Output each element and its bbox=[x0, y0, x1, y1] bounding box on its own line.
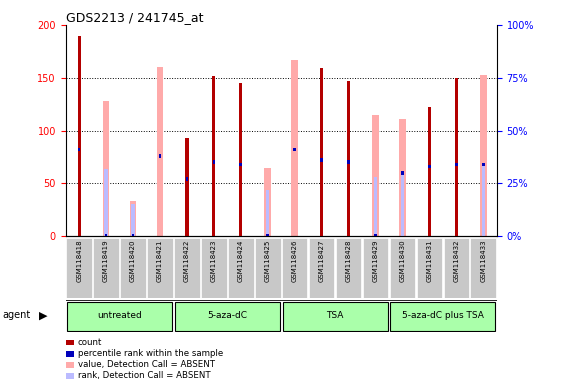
Text: agent: agent bbox=[3, 310, 31, 320]
Text: GSM118430: GSM118430 bbox=[400, 240, 405, 283]
Text: GSM118425: GSM118425 bbox=[265, 240, 271, 282]
FancyBboxPatch shape bbox=[174, 238, 200, 298]
Text: GSM118426: GSM118426 bbox=[292, 240, 297, 282]
Bar bbox=[482, 164, 485, 236]
Text: ▶: ▶ bbox=[39, 310, 47, 320]
Bar bbox=[66, 373, 74, 379]
Text: GSM118432: GSM118432 bbox=[453, 240, 459, 282]
Bar bbox=[480, 74, 486, 236]
Bar bbox=[291, 60, 298, 236]
Text: GSM118429: GSM118429 bbox=[372, 240, 379, 282]
Text: GSM118419: GSM118419 bbox=[103, 240, 109, 283]
Bar bbox=[347, 81, 350, 236]
FancyBboxPatch shape bbox=[363, 238, 388, 298]
FancyBboxPatch shape bbox=[417, 238, 442, 298]
Bar bbox=[401, 171, 404, 175]
Bar bbox=[401, 175, 404, 236]
Bar bbox=[239, 162, 242, 166]
Text: GDS2213 / 241745_at: GDS2213 / 241745_at bbox=[66, 11, 203, 24]
Bar bbox=[374, 234, 377, 238]
Text: GSM118420: GSM118420 bbox=[130, 240, 136, 282]
FancyBboxPatch shape bbox=[336, 238, 361, 298]
Bar bbox=[104, 169, 108, 236]
FancyBboxPatch shape bbox=[282, 238, 308, 298]
Bar bbox=[455, 162, 458, 166]
Bar bbox=[159, 154, 162, 158]
Text: 5-aza-dC plus TSA: 5-aza-dC plus TSA bbox=[402, 311, 484, 320]
Bar bbox=[320, 158, 323, 162]
Bar bbox=[104, 234, 107, 238]
Text: rank, Detection Call = ABSENT: rank, Detection Call = ABSENT bbox=[78, 371, 210, 380]
Text: GSM118418: GSM118418 bbox=[76, 240, 82, 283]
Bar bbox=[186, 177, 188, 181]
Text: percentile rank within the sample: percentile rank within the sample bbox=[78, 349, 223, 358]
Bar bbox=[347, 161, 350, 164]
Text: GSM118428: GSM118428 bbox=[345, 240, 352, 282]
FancyBboxPatch shape bbox=[228, 238, 254, 298]
Text: value, Detection Call = ABSENT: value, Detection Call = ABSENT bbox=[78, 360, 215, 369]
Text: 5-aza-dC: 5-aza-dC bbox=[207, 311, 247, 320]
Bar bbox=[482, 162, 485, 166]
FancyBboxPatch shape bbox=[255, 238, 280, 298]
FancyBboxPatch shape bbox=[67, 302, 172, 331]
Bar bbox=[66, 351, 74, 357]
Text: GSM118423: GSM118423 bbox=[211, 240, 217, 282]
Bar bbox=[156, 67, 163, 236]
Bar bbox=[428, 165, 431, 168]
Bar bbox=[374, 177, 377, 236]
Text: GSM118424: GSM118424 bbox=[238, 240, 244, 282]
FancyBboxPatch shape bbox=[309, 238, 335, 298]
Bar bbox=[266, 190, 270, 236]
Bar bbox=[66, 362, 74, 368]
Bar bbox=[399, 119, 406, 236]
FancyBboxPatch shape bbox=[444, 238, 469, 298]
Bar bbox=[455, 78, 458, 236]
Bar bbox=[78, 36, 81, 236]
Text: GSM118421: GSM118421 bbox=[157, 240, 163, 282]
Bar bbox=[372, 115, 379, 236]
Text: TSA: TSA bbox=[327, 311, 344, 320]
Bar bbox=[212, 76, 215, 236]
Bar bbox=[131, 204, 135, 236]
Text: GSM118422: GSM118422 bbox=[184, 240, 190, 282]
Bar bbox=[103, 101, 110, 236]
Text: GSM118433: GSM118433 bbox=[480, 240, 486, 283]
FancyBboxPatch shape bbox=[391, 302, 496, 331]
Text: count: count bbox=[78, 338, 102, 347]
FancyBboxPatch shape bbox=[471, 238, 496, 298]
Bar bbox=[132, 234, 134, 238]
Text: untreated: untreated bbox=[97, 311, 142, 320]
Bar bbox=[212, 161, 215, 164]
FancyBboxPatch shape bbox=[283, 302, 388, 331]
Bar bbox=[320, 68, 323, 236]
Bar bbox=[239, 83, 243, 236]
FancyBboxPatch shape bbox=[147, 238, 173, 298]
Text: GSM118427: GSM118427 bbox=[319, 240, 325, 282]
FancyBboxPatch shape bbox=[120, 238, 146, 298]
Bar bbox=[428, 107, 431, 236]
Text: GSM118431: GSM118431 bbox=[427, 240, 432, 283]
Bar bbox=[78, 148, 81, 151]
FancyBboxPatch shape bbox=[175, 302, 280, 331]
Bar bbox=[293, 148, 296, 151]
FancyBboxPatch shape bbox=[389, 238, 415, 298]
Bar bbox=[186, 138, 188, 236]
Bar bbox=[264, 167, 271, 236]
FancyBboxPatch shape bbox=[66, 238, 92, 298]
FancyBboxPatch shape bbox=[201, 238, 227, 298]
Bar bbox=[66, 339, 74, 346]
FancyBboxPatch shape bbox=[93, 238, 119, 298]
Bar bbox=[267, 234, 269, 238]
Bar bbox=[130, 201, 136, 236]
